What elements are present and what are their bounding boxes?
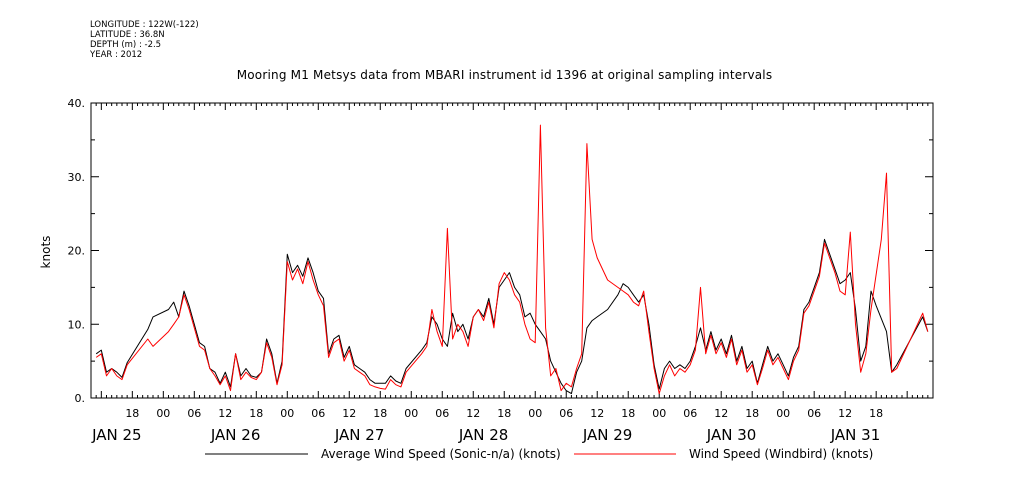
x-ticks: 18 00 06 12 18 00 06 12 18 00 06 12 18 00 06 12 18 00 06 12… — [90, 103, 934, 444]
y-tick-label: 30. — [68, 171, 86, 184]
legend-label-average: Average Wind Speed (Sonic-n/a) (knots) — [321, 447, 561, 461]
x-hour-label: 18 — [621, 407, 635, 420]
x-hour-label: 12 — [714, 407, 728, 420]
x-day-label: JAN 31 — [830, 426, 881, 444]
x-hour-label: 06 — [807, 407, 821, 420]
y-tick-label: 20. — [68, 245, 86, 258]
meta-year: YEAR : 2012 — [90, 50, 143, 60]
windbird-wind-speed-line — [95, 124, 929, 395]
y-axis-label: knots — [39, 236, 53, 269]
x-day-label: JAN 25 — [91, 426, 142, 444]
meta-longitude: LONGITUDE : 122W(-122) — [90, 20, 199, 30]
x-hour-label: 06 — [311, 407, 325, 420]
x-hour-label: 12 — [838, 407, 852, 420]
x-day-label: JAN 29 — [582, 426, 633, 444]
x-day-label: JAN 28 — [458, 426, 509, 444]
x-hour-label: 12 — [218, 407, 232, 420]
x-hour-label: 18 — [745, 407, 759, 420]
x-hour-label: 00 — [528, 407, 542, 420]
x-hour-label: 06 — [187, 407, 201, 420]
x-hour-label: 00 — [156, 407, 170, 420]
x-hour-label: 06 — [683, 407, 697, 420]
x-hour-label: 06 — [559, 407, 573, 420]
y-tick-label: 0. — [75, 392, 86, 405]
y-ticks: 0. 10. 20. 30. 40. — [68, 97, 933, 405]
x-day-label: JAN 27 — [334, 426, 385, 444]
x-day-label: JAN 26 — [210, 426, 261, 444]
x-hour-label: 18 — [373, 407, 387, 420]
x-hour-label: 00 — [404, 407, 418, 420]
plot-frame — [90, 102, 934, 399]
x-hour-label: 18 — [125, 407, 139, 420]
metadata-block: LONGITUDE : 122W(-122) LATITUDE : 36.8N … — [90, 20, 199, 60]
average-wind-speed-line — [95, 238, 929, 395]
meta-latitude: LATITUDE : 36.8N — [90, 30, 165, 40]
chart-title: Mooring M1 Metsys data from MBARI instru… — [236, 68, 773, 82]
y-tick-label: 40. — [68, 97, 86, 110]
x-hour-label: 00 — [652, 407, 666, 420]
x-hour-label: 06 — [435, 407, 449, 420]
legend-label-windbird: Wind Speed (Windbird) (knots) — [689, 447, 873, 461]
x-hour-label: 18 — [869, 407, 883, 420]
x-hour-label: 12 — [590, 407, 604, 420]
x-hour-label: 12 — [466, 407, 480, 420]
x-hour-label: 18 — [249, 407, 263, 420]
x-hour-label: 00 — [280, 407, 294, 420]
y-tick-label: 10. — [68, 318, 86, 331]
x-day-label: JAN 30 — [706, 426, 757, 444]
x-hour-label: 00 — [776, 407, 790, 420]
meta-depth: DEPTH (m) : -2.5 — [90, 40, 162, 50]
series-lines — [95, 124, 929, 395]
x-hour-label: 12 — [342, 407, 356, 420]
legend: Average Wind Speed (Sonic-n/a) (knots) Wi… — [205, 447, 873, 461]
x-hour-label: 18 — [497, 407, 511, 420]
axes — [90, 102, 934, 399]
